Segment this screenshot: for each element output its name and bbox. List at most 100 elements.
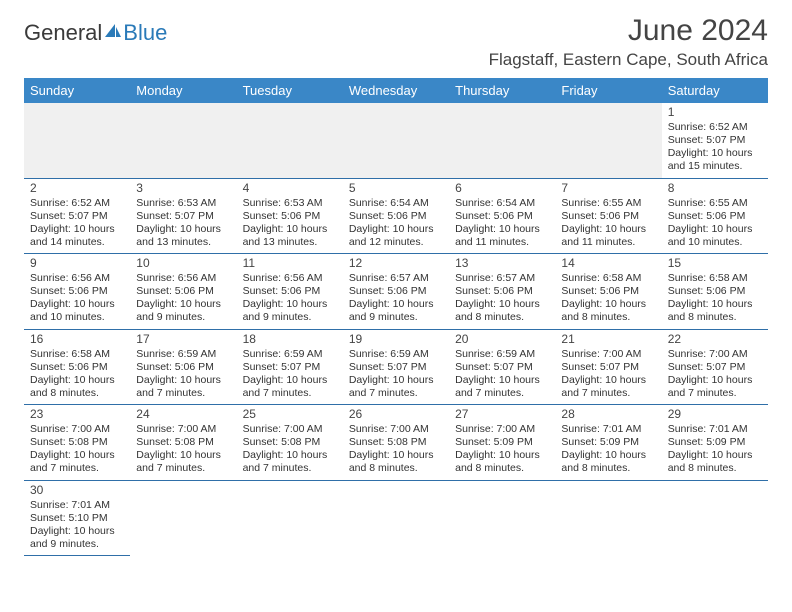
daylight-text: and 9 minutes.	[30, 538, 124, 551]
daylight-text: Daylight: 10 hours	[136, 374, 230, 387]
day-header: Sunday	[24, 78, 130, 103]
sunrise-text: Sunrise: 6:54 AM	[455, 197, 549, 210]
daylight-text: Daylight: 10 hours	[455, 223, 549, 236]
day-number: 22	[668, 332, 762, 347]
calendar-cell	[130, 103, 236, 178]
calendar-cell: 26Sunrise: 7:00 AMSunset: 5:08 PMDayligh…	[343, 405, 449, 481]
brand-part1: General	[24, 20, 102, 46]
calendar-cell	[237, 480, 343, 556]
daylight-text: Daylight: 10 hours	[455, 449, 549, 462]
daylight-text: and 7 minutes.	[136, 462, 230, 475]
sunrise-text: Sunrise: 7:00 AM	[561, 348, 655, 361]
daylight-text: and 11 minutes.	[455, 236, 549, 249]
calendar-cell: 12Sunrise: 6:57 AMSunset: 5:06 PMDayligh…	[343, 254, 449, 330]
sunrise-text: Sunrise: 6:53 AM	[243, 197, 337, 210]
day-number: 19	[349, 332, 443, 347]
sunset-text: Sunset: 5:07 PM	[668, 134, 762, 147]
daylight-text: and 13 minutes.	[136, 236, 230, 249]
day-number: 1	[668, 105, 762, 120]
daylight-text: Daylight: 10 hours	[561, 449, 655, 462]
brand-part2: Blue	[123, 20, 167, 46]
sunset-text: Sunset: 5:06 PM	[668, 285, 762, 298]
sunset-text: Sunset: 5:06 PM	[243, 210, 337, 223]
calendar-week: 1Sunrise: 6:52 AMSunset: 5:07 PMDaylight…	[24, 103, 768, 178]
daylight-text: and 8 minutes.	[561, 311, 655, 324]
day-number: 14	[561, 256, 655, 271]
daylight-text: and 9 minutes.	[136, 311, 230, 324]
daylight-text: Daylight: 10 hours	[668, 449, 762, 462]
calendar-cell	[343, 480, 449, 556]
sunrise-text: Sunrise: 7:01 AM	[668, 423, 762, 436]
sunset-text: Sunset: 5:08 PM	[136, 436, 230, 449]
day-number: 24	[136, 407, 230, 422]
calendar-cell	[555, 480, 661, 556]
sunrise-text: Sunrise: 6:57 AM	[455, 272, 549, 285]
calendar-cell: 14Sunrise: 6:58 AMSunset: 5:06 PMDayligh…	[555, 254, 661, 330]
calendar-cell: 24Sunrise: 7:00 AMSunset: 5:08 PMDayligh…	[130, 405, 236, 481]
day-number: 15	[668, 256, 762, 271]
daylight-text: Daylight: 10 hours	[30, 525, 124, 538]
sunrise-text: Sunrise: 7:00 AM	[136, 423, 230, 436]
sunrise-text: Sunrise: 6:58 AM	[30, 348, 124, 361]
page-header: General Blue June 2024 Flagstaff, Easter…	[24, 14, 768, 70]
sunrise-text: Sunrise: 6:52 AM	[668, 121, 762, 134]
calendar-cell: 15Sunrise: 6:58 AMSunset: 5:06 PMDayligh…	[662, 254, 768, 330]
daylight-text: Daylight: 10 hours	[243, 374, 337, 387]
daylight-text: and 8 minutes.	[30, 387, 124, 400]
calendar-cell	[24, 103, 130, 178]
calendar-cell: 23Sunrise: 7:00 AMSunset: 5:08 PMDayligh…	[24, 405, 130, 481]
sunrise-text: Sunrise: 6:53 AM	[136, 197, 230, 210]
sunset-text: Sunset: 5:10 PM	[30, 512, 124, 525]
sunrise-text: Sunrise: 7:00 AM	[668, 348, 762, 361]
sunrise-text: Sunrise: 7:01 AM	[561, 423, 655, 436]
daylight-text: and 9 minutes.	[349, 311, 443, 324]
day-number: 6	[455, 181, 549, 196]
day-number: 2	[30, 181, 124, 196]
daylight-text: and 8 minutes.	[349, 462, 443, 475]
sunrise-text: Sunrise: 6:55 AM	[561, 197, 655, 210]
daylight-text: Daylight: 10 hours	[30, 374, 124, 387]
sunrise-text: Sunrise: 7:00 AM	[349, 423, 443, 436]
sunset-text: Sunset: 5:08 PM	[349, 436, 443, 449]
daylight-text: Daylight: 10 hours	[243, 449, 337, 462]
daylight-text: Daylight: 10 hours	[349, 374, 443, 387]
calendar-cell: 19Sunrise: 6:59 AMSunset: 5:07 PMDayligh…	[343, 329, 449, 405]
sunrise-text: Sunrise: 7:00 AM	[455, 423, 549, 436]
daylight-text: and 8 minutes.	[668, 311, 762, 324]
day-number: 8	[668, 181, 762, 196]
daylight-text: Daylight: 10 hours	[30, 223, 124, 236]
daylight-text: Daylight: 10 hours	[136, 449, 230, 462]
daylight-text: Daylight: 10 hours	[561, 298, 655, 311]
daylight-text: Daylight: 10 hours	[668, 374, 762, 387]
calendar-cell: 4Sunrise: 6:53 AMSunset: 5:06 PMDaylight…	[237, 178, 343, 254]
daylight-text: Daylight: 10 hours	[561, 223, 655, 236]
sunset-text: Sunset: 5:09 PM	[561, 436, 655, 449]
daylight-text: Daylight: 10 hours	[455, 298, 549, 311]
calendar-week: 9Sunrise: 6:56 AMSunset: 5:06 PMDaylight…	[24, 254, 768, 330]
calendar-cell: 10Sunrise: 6:56 AMSunset: 5:06 PMDayligh…	[130, 254, 236, 330]
daylight-text: Daylight: 10 hours	[30, 449, 124, 462]
sunset-text: Sunset: 5:07 PM	[668, 361, 762, 374]
daylight-text: Daylight: 10 hours	[668, 147, 762, 160]
daylight-text: and 7 minutes.	[455, 387, 549, 400]
sunset-text: Sunset: 5:07 PM	[30, 210, 124, 223]
sunset-text: Sunset: 5:06 PM	[243, 285, 337, 298]
day-number: 3	[136, 181, 230, 196]
sunrise-text: Sunrise: 6:58 AM	[668, 272, 762, 285]
calendar-cell: 1Sunrise: 6:52 AMSunset: 5:07 PMDaylight…	[662, 103, 768, 178]
calendar-cell: 17Sunrise: 6:59 AMSunset: 5:06 PMDayligh…	[130, 329, 236, 405]
sunset-text: Sunset: 5:06 PM	[668, 210, 762, 223]
calendar-cell: 6Sunrise: 6:54 AMSunset: 5:06 PMDaylight…	[449, 178, 555, 254]
day-number: 4	[243, 181, 337, 196]
daylight-text: and 10 minutes.	[30, 311, 124, 324]
daylight-text: Daylight: 10 hours	[349, 298, 443, 311]
calendar-cell: 8Sunrise: 6:55 AMSunset: 5:06 PMDaylight…	[662, 178, 768, 254]
day-number: 13	[455, 256, 549, 271]
daylight-text: Daylight: 10 hours	[349, 449, 443, 462]
sunset-text: Sunset: 5:07 PM	[243, 361, 337, 374]
day-number: 5	[349, 181, 443, 196]
calendar-body: 1Sunrise: 6:52 AMSunset: 5:07 PMDaylight…	[24, 103, 768, 556]
sunrise-text: Sunrise: 6:54 AM	[349, 197, 443, 210]
calendar-cell	[237, 103, 343, 178]
calendar-cell: 11Sunrise: 6:56 AMSunset: 5:06 PMDayligh…	[237, 254, 343, 330]
